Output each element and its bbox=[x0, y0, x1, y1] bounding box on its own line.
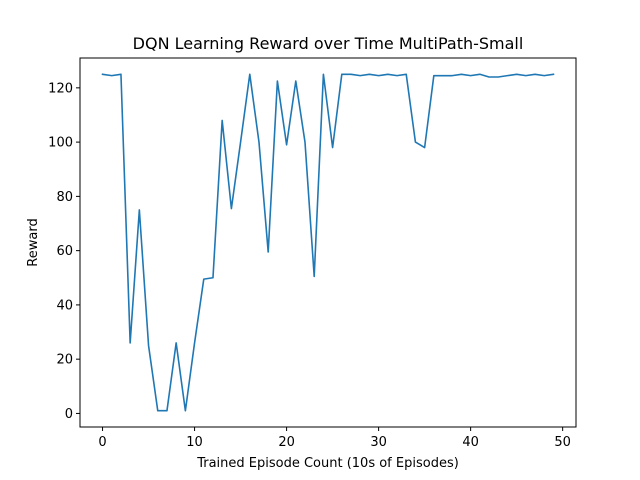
x-tick-label: 50 bbox=[554, 435, 571, 450]
y-axis-label: Reward bbox=[26, 218, 41, 266]
x-axis-label: Trained Episode Count (10s of Episodes) bbox=[196, 456, 459, 471]
y-tick-label: 60 bbox=[56, 244, 73, 259]
y-tick-label: 100 bbox=[48, 136, 73, 151]
x-tick-label: 40 bbox=[462, 435, 479, 450]
plot-area bbox=[101, 73, 555, 412]
y-tick-label: 0 bbox=[65, 407, 73, 422]
y-tick-label: 80 bbox=[56, 190, 73, 205]
axes-frame bbox=[79, 57, 577, 428]
chart-title: DQN Learning Reward over Time MultiPath-… bbox=[133, 34, 524, 53]
y-tick-label: 120 bbox=[48, 81, 73, 96]
y-axis-ticks: 0 20 40 60 80 100 120 bbox=[48, 81, 80, 422]
y-tick-label: 40 bbox=[56, 298, 73, 313]
y-tick-label: 20 bbox=[56, 353, 73, 368]
series-line-0 bbox=[101, 73, 555, 412]
x-tick-label: 10 bbox=[186, 435, 203, 450]
x-tick-label: 30 bbox=[370, 435, 387, 450]
x-axis-ticks: 0 10 20 30 40 50 bbox=[98, 427, 571, 450]
x-tick-label: 0 bbox=[98, 435, 106, 450]
x-tick-label: 20 bbox=[278, 435, 295, 450]
